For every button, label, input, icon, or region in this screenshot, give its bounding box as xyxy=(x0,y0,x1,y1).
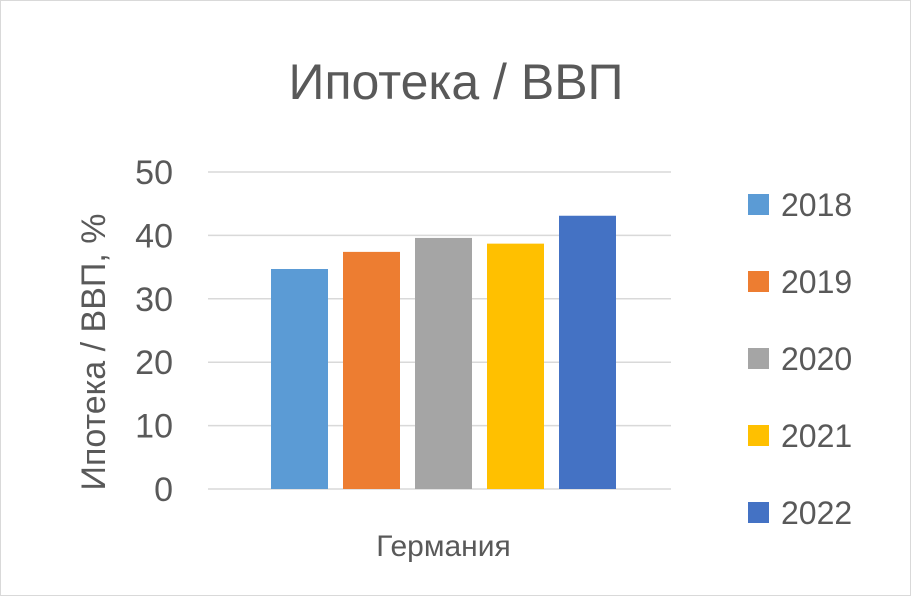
legend-label: 2022 xyxy=(781,495,852,531)
legend-item-2019: 2019 xyxy=(748,264,852,300)
chart-title: Ипотека / ВВП xyxy=(289,54,624,110)
legend-label: 2020 xyxy=(781,341,852,377)
legend: 2018 2019 2020 2021 2022 xyxy=(748,187,852,531)
legend-swatch xyxy=(748,194,769,215)
legend-swatch xyxy=(748,271,769,292)
legend-label: 2021 xyxy=(781,418,852,454)
legend-item-2018: 2018 xyxy=(748,187,852,223)
bar-2020 xyxy=(415,237,472,489)
bar-2021 xyxy=(487,243,544,489)
bar-2018 xyxy=(271,269,328,489)
bar-2022 xyxy=(559,215,616,489)
y-tick-label: 0 xyxy=(154,471,173,509)
bar-2019 xyxy=(343,251,400,489)
y-axis-label: Ипотека / ВВП, % xyxy=(75,214,113,491)
legend-swatch xyxy=(748,502,769,523)
bars xyxy=(271,215,616,489)
y-tick-label: 50 xyxy=(135,154,173,192)
legend-swatch xyxy=(748,348,769,369)
legend-label: 2019 xyxy=(781,264,852,300)
x-category-label: Германия xyxy=(376,530,511,563)
legend-item-2021: 2021 xyxy=(748,418,852,454)
y-tick-label: 20 xyxy=(135,344,173,382)
legend-item-2022: 2022 xyxy=(748,495,852,531)
legend-item-2020: 2020 xyxy=(748,341,852,377)
legend-label: 2018 xyxy=(781,187,852,223)
legend-swatch xyxy=(748,425,769,446)
y-tick-label: 40 xyxy=(135,217,173,255)
y-tick-label: 10 xyxy=(135,408,173,446)
y-tick-labels: 0 10 20 30 40 50 xyxy=(135,154,173,509)
y-tick-label: 30 xyxy=(135,281,173,319)
x-category-labels: Германия xyxy=(376,530,511,563)
